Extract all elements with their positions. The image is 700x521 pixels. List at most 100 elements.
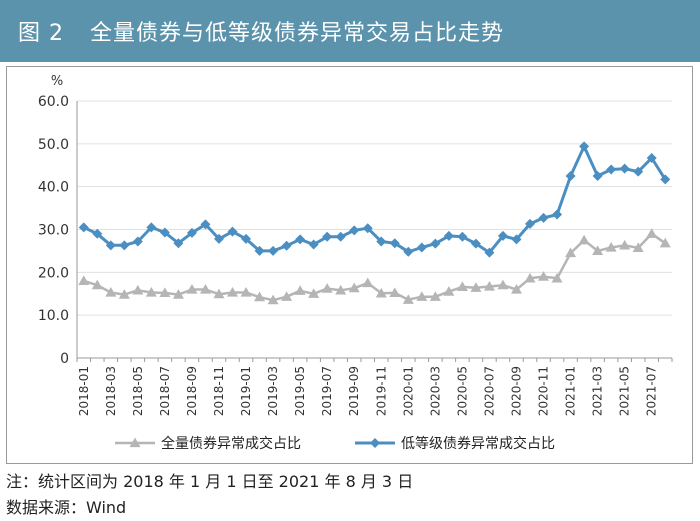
data-point xyxy=(402,294,414,304)
data-point xyxy=(348,282,360,293)
data-point xyxy=(552,209,563,220)
x-tick-label: 2019-01 xyxy=(239,366,253,416)
data-point xyxy=(362,223,373,234)
data-point xyxy=(213,233,224,244)
data-point xyxy=(592,245,604,256)
data-point xyxy=(186,227,197,238)
chart-frame: 60.0 50.0 40.0 30.0 20.0 10.0 0 % 2018-01 2018-… xyxy=(6,66,693,464)
data-point xyxy=(335,284,347,295)
line-chart: 60.050.040.030.020.010.00 % 2018-01 2018-… xyxy=(38,74,673,452)
data-point xyxy=(416,242,427,253)
data-point xyxy=(308,239,319,250)
x-tick-label: 2020-09 xyxy=(509,366,523,416)
data-point xyxy=(633,166,644,177)
data-point xyxy=(646,228,658,238)
data-point xyxy=(172,289,184,299)
data-point xyxy=(592,170,603,181)
data-point xyxy=(660,174,671,185)
y-tick-label: 30.0 xyxy=(38,223,69,239)
data-point xyxy=(349,225,360,236)
legend-item: 全量债券异常成交占比 xyxy=(115,435,301,452)
data-point xyxy=(456,281,468,292)
y-axis: 60.0 50.0 40.0 30.0 20.0 10.0 0 xyxy=(38,94,78,367)
data-point xyxy=(145,286,157,297)
data-point xyxy=(538,212,549,223)
footnote-period: 注：统计区间为 2018 年 1 月 1 日至 2021 年 8 月 3 日 xyxy=(6,472,414,491)
y-unit-label: % xyxy=(51,74,63,89)
data-point xyxy=(483,280,495,291)
x-tick-label: 2021-07 xyxy=(645,366,659,416)
data-point xyxy=(376,236,387,247)
series-low-grade-bonds xyxy=(78,141,671,258)
data-point xyxy=(119,240,130,251)
data-point xyxy=(254,245,265,256)
data-point xyxy=(322,231,333,242)
data-point xyxy=(200,219,211,230)
data-point xyxy=(389,238,400,249)
data-point xyxy=(403,246,414,257)
x-axis: 2018-01 2018-03 2018-05 2018-07 2018-09 2018-… xyxy=(76,357,673,416)
figure-title: 全量债券与低等级债券异常交易占比走势 xyxy=(90,21,505,46)
data-point xyxy=(132,284,144,295)
x-tick-label: 2020-07 xyxy=(482,366,496,416)
x-tick-label: 2020-05 xyxy=(455,366,469,416)
x-tick-label: 2020-03 xyxy=(428,366,442,416)
data-point xyxy=(268,245,279,256)
y-tick-label: 50.0 xyxy=(38,137,69,153)
data-point xyxy=(227,286,239,297)
data-point xyxy=(538,271,550,281)
figure-number: 图 2 xyxy=(18,21,64,46)
data-point xyxy=(551,272,563,283)
y-tick-label: 10.0 xyxy=(38,308,69,324)
x-tick-label: 2019-03 xyxy=(266,366,280,416)
data-point xyxy=(605,241,617,252)
figure-title-bar: 图 2 全量债券与低等级债券异常交易占比走势 xyxy=(0,0,700,62)
data-point xyxy=(227,226,238,237)
x-tick-label: 2018-01 xyxy=(77,366,91,416)
data-point xyxy=(321,283,333,293)
data-point xyxy=(370,438,380,448)
data-point xyxy=(389,287,401,298)
data-point xyxy=(240,286,252,297)
data-point xyxy=(511,234,522,245)
legend: 全量债券异常成交占比 低等级债券异常成交占比 xyxy=(115,435,555,452)
data-point xyxy=(375,287,387,298)
data-point xyxy=(173,238,184,249)
data-point xyxy=(659,237,671,248)
data-point xyxy=(497,279,509,290)
data-point xyxy=(565,247,577,258)
footnote-source: 数据来源：Wind xyxy=(6,498,127,517)
x-tick-label: 2018-09 xyxy=(185,366,199,416)
series-all-bonds xyxy=(78,228,671,305)
data-point xyxy=(129,437,141,448)
data-point xyxy=(430,238,441,249)
legend-label: 全量债券异常成交占比 xyxy=(161,435,301,452)
legend-label: 低等级债券异常成交占比 xyxy=(401,435,555,452)
data-point xyxy=(632,242,644,253)
data-point xyxy=(105,240,116,251)
data-point xyxy=(525,218,536,229)
data-point xyxy=(578,234,590,245)
legend-item: 低等级债券异常成交占比 xyxy=(355,435,555,452)
data-point xyxy=(497,230,508,241)
data-point xyxy=(579,141,590,152)
data-point xyxy=(619,163,630,174)
data-point xyxy=(132,236,143,247)
data-point xyxy=(646,152,657,163)
x-tick-label: 2021-01 xyxy=(564,366,578,416)
y-tick-label: 40.0 xyxy=(38,180,69,196)
x-tick-label: 2018-07 xyxy=(158,366,172,416)
x-tick-label: 2018-11 xyxy=(212,366,226,416)
x-tick-label: 2020-11 xyxy=(537,366,551,416)
data-point xyxy=(146,222,157,233)
x-tick-label: 2019-11 xyxy=(374,366,388,416)
data-point xyxy=(429,291,441,301)
series-line xyxy=(83,232,666,302)
data-point xyxy=(78,222,89,233)
y-tick-label: 60.0 xyxy=(38,94,69,110)
data-point xyxy=(416,291,428,301)
data-point xyxy=(118,289,130,299)
y-tick-label: 0 xyxy=(60,351,69,367)
data-point xyxy=(470,238,481,249)
data-point xyxy=(254,291,266,302)
